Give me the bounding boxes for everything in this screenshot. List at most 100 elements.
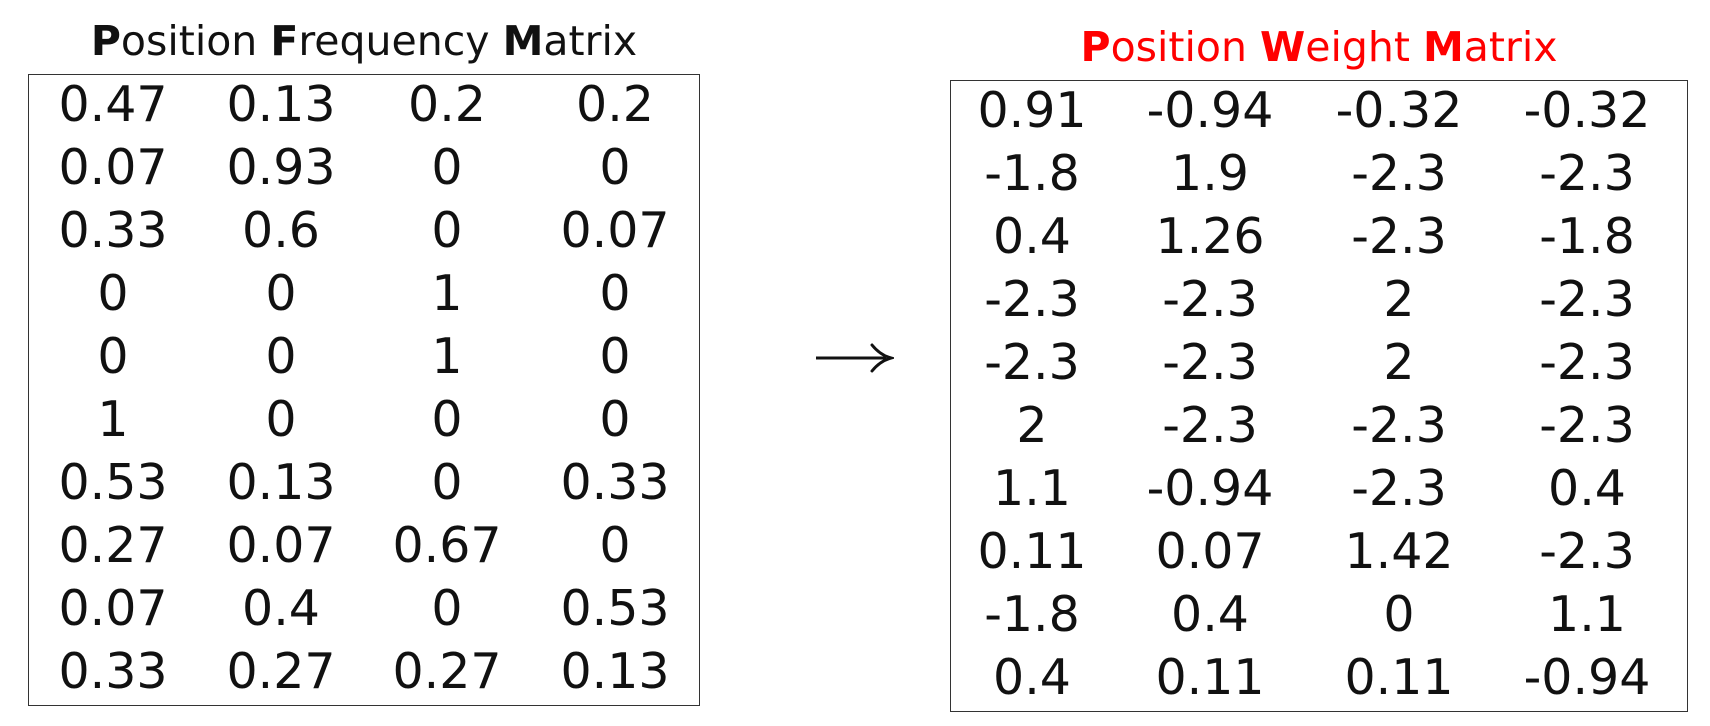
pfm-cell: 0.33 bbox=[560, 454, 670, 511]
pwm-cell: 0.11 bbox=[977, 523, 1087, 580]
pwm-title-initial-2: M bbox=[1422, 23, 1464, 71]
pfm-cell: 0.13 bbox=[226, 454, 336, 511]
pfm-cell: 0 bbox=[265, 265, 297, 322]
pfm-cell: 0.2 bbox=[408, 76, 486, 133]
pwm-cell: -2.3 bbox=[984, 334, 1080, 391]
pfm-cell: 0.93 bbox=[226, 139, 336, 196]
pwm-row: 0.11 0.07 1.42 -2.3 bbox=[951, 520, 1687, 583]
pwm-cell: 1.9 bbox=[1171, 145, 1249, 202]
pfm-cell: 0 bbox=[599, 391, 631, 448]
pwm-cell: -2.3 bbox=[1351, 208, 1447, 265]
pfm-cell: 0.33 bbox=[58, 202, 168, 259]
pfm-row: 0 0 1 0 bbox=[29, 262, 699, 325]
pwm-cell: 2 bbox=[1383, 334, 1415, 391]
pwm-cell: -2.3 bbox=[984, 271, 1080, 328]
pwm-row: 0.91 -0.94 -0.32 -0.32 bbox=[951, 79, 1687, 142]
pwm-title: Position Weight Matrix bbox=[950, 27, 1688, 68]
pfm-cell: 0.53 bbox=[560, 580, 670, 637]
pfm-cell: 0.27 bbox=[58, 517, 168, 574]
pfm-title-word-2: atrix bbox=[543, 17, 638, 65]
pwm-cell: -2.3 bbox=[1162, 334, 1258, 391]
pwm-row: 0.4 1.26 -2.3 -1.8 bbox=[951, 205, 1687, 268]
pfm-cell: 0.47 bbox=[58, 76, 168, 133]
pfm-cell: 0 bbox=[599, 517, 631, 574]
pfm-cell: 1 bbox=[431, 265, 463, 322]
pfm-row: 0.07 0.93 0 0 bbox=[29, 136, 699, 199]
pwm-cell: 2 bbox=[1016, 397, 1048, 454]
pfm-row: 1 0 0 0 bbox=[29, 388, 699, 451]
pfm-cell: 0 bbox=[265, 391, 297, 448]
pfm-cell: 0 bbox=[431, 202, 463, 259]
pwm-cell: 0.4 bbox=[1171, 586, 1249, 643]
pwm-title-word-1: eight bbox=[1305, 23, 1410, 71]
pwm-title-word-0: osition bbox=[1110, 23, 1247, 71]
pfm-cell: 1 bbox=[97, 391, 129, 448]
pfm-row: 0.33 0.27 0.27 0.13 bbox=[29, 640, 699, 703]
pwm-cell: -2.3 bbox=[1539, 145, 1635, 202]
pwm-title-word-2: atrix bbox=[1463, 23, 1558, 71]
pfm-cell: 0 bbox=[97, 265, 129, 322]
pwm-row: 1.1 -0.94 -2.3 0.4 bbox=[951, 457, 1687, 520]
pfm-cell: 0.07 bbox=[226, 517, 336, 574]
pwm-cell: 1.1 bbox=[1548, 586, 1626, 643]
pfm-cell: 0.07 bbox=[58, 580, 168, 637]
pfm-title-initial-2: M bbox=[502, 17, 544, 65]
pwm-row: -2.3 -2.3 2 -2.3 bbox=[951, 331, 1687, 394]
pfm-cell: 0.27 bbox=[392, 643, 502, 700]
pwm-cell: -2.3 bbox=[1539, 397, 1635, 454]
pwm-row: -1.8 0.4 0 1.1 bbox=[951, 583, 1687, 646]
pwm-cell: 0.11 bbox=[1344, 649, 1454, 706]
pwm-cell: -1.8 bbox=[984, 145, 1080, 202]
pfm-cell: 0.07 bbox=[58, 139, 168, 196]
pfm-title: Position Frequency Matrix bbox=[28, 21, 700, 62]
pfm-row: 0.33 0.6 0 0.07 bbox=[29, 199, 699, 262]
pwm-cell: 0.07 bbox=[1155, 523, 1265, 580]
pfm-title-word-0: osition bbox=[120, 17, 258, 65]
pfm-cell: 0.6 bbox=[242, 202, 320, 259]
pfm-cell: 0.07 bbox=[560, 202, 670, 259]
pwm-cell: -2.3 bbox=[1351, 460, 1447, 517]
pwm-row: -2.3 -2.3 2 -2.3 bbox=[951, 268, 1687, 331]
pwm-cell: -0.94 bbox=[1146, 460, 1274, 517]
pfm-cell: 0.53 bbox=[58, 454, 168, 511]
pfm-cell: 0 bbox=[599, 139, 631, 196]
pfm-cell: 0.13 bbox=[226, 76, 336, 133]
pfm-cell: 0 bbox=[265, 328, 297, 385]
pfm-cell: 0.4 bbox=[242, 580, 320, 637]
pwm-cell: -2.3 bbox=[1162, 271, 1258, 328]
pfm-title-initial-1: F bbox=[270, 17, 299, 65]
pfm-cell: 0.27 bbox=[226, 643, 336, 700]
pwm-cell: 0.11 bbox=[1155, 649, 1265, 706]
pfm-title-initial-0: P bbox=[90, 17, 121, 65]
pfm-row: 0.47 0.13 0.2 0.2 bbox=[29, 73, 699, 136]
pfm-row: 0.27 0.07 0.67 0 bbox=[29, 514, 699, 577]
pwm-cell: -2.3 bbox=[1539, 271, 1635, 328]
pwm-row: 2 -2.3 -2.3 -2.3 bbox=[951, 394, 1687, 457]
pwm-cell: -2.3 bbox=[1351, 397, 1447, 454]
pfm-cell: 0 bbox=[431, 139, 463, 196]
pfm-row: 0.07 0.4 0 0.53 bbox=[29, 577, 699, 640]
pwm-row: -1.8 1.9 -2.3 -2.3 bbox=[951, 142, 1687, 205]
pfm-cell: 1 bbox=[431, 328, 463, 385]
pfm-title-word-1: requency bbox=[298, 17, 490, 65]
pwm-cell: 1.42 bbox=[1344, 523, 1454, 580]
pfm-matrix: 0.47 0.13 0.2 0.2 0.07 0.93 0 0 0.33 0.6 0 0.07 0 0 1 0… bbox=[28, 74, 700, 706]
long-right-arrow-icon bbox=[816, 343, 894, 373]
pwm-cell: 0.4 bbox=[1548, 460, 1626, 517]
pwm-title-initial-0: P bbox=[1080, 23, 1111, 71]
pfm-cell: 0 bbox=[599, 265, 631, 322]
pfm-cell: 0.33 bbox=[58, 643, 168, 700]
pwm-cell: -2.3 bbox=[1539, 334, 1635, 391]
pfm-cell: 0 bbox=[431, 391, 463, 448]
pwm-cell: -0.32 bbox=[1523, 82, 1651, 139]
pfm-cell: 0.13 bbox=[560, 643, 670, 700]
pwm-cell: -2.3 bbox=[1539, 523, 1635, 580]
pfm-row: 0.53 0.13 0 0.33 bbox=[29, 451, 699, 514]
pwm-cell: 0 bbox=[1383, 586, 1415, 643]
pwm-cell: -2.3 bbox=[1351, 145, 1447, 202]
pwm-cell: 1.1 bbox=[993, 460, 1071, 517]
pwm-cell: 2 bbox=[1383, 271, 1415, 328]
pfm-cell: 0 bbox=[431, 580, 463, 637]
pwm-cell: -2.3 bbox=[1162, 397, 1258, 454]
pfm-cell: 0.67 bbox=[392, 517, 502, 574]
